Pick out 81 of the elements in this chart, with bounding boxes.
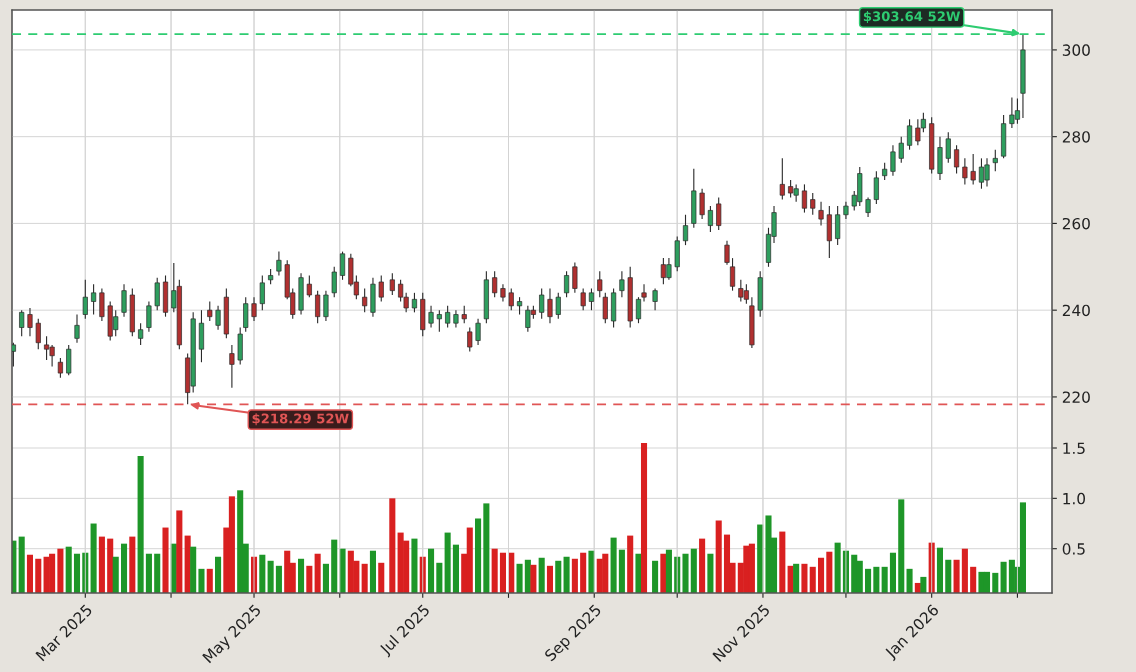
- ref-line-label: $303.64 52W: [863, 11, 961, 24]
- candlestick: [323, 290, 329, 322]
- candlestick: [35, 318, 41, 350]
- candlestick: [508, 287, 514, 311]
- candlestick: [682, 214, 689, 246]
- candlestick: [699, 188, 705, 220]
- candlestick: [259, 274, 265, 311]
- candlestick: [619, 270, 625, 298]
- candlestick: [276, 251, 282, 277]
- candlestick: [779, 157, 785, 201]
- candlestick: [835, 205, 841, 246]
- candlestick: [602, 292, 608, 324]
- candlestick: [641, 283, 647, 303]
- ref-line-label: $218.29 52W: [252, 413, 349, 426]
- candlestick: [588, 287, 595, 311]
- candlestick: [580, 287, 586, 311]
- candlestick: [331, 266, 337, 298]
- candlestick: [898, 136, 904, 164]
- y-tick-label: 220: [1062, 391, 1090, 403]
- candlestick: [445, 305, 451, 329]
- candlestick: [492, 270, 498, 298]
- candlestick: [467, 326, 473, 352]
- candlestick: [306, 274, 312, 298]
- candlestick: [707, 205, 713, 233]
- candlestick: [339, 251, 346, 281]
- candlestick: [57, 357, 63, 379]
- candlestick: [716, 196, 722, 231]
- candlestick: [724, 240, 730, 266]
- candlestick: [154, 277, 160, 311]
- y-tick-label: 1.5: [1063, 442, 1085, 455]
- candlestick: [635, 296, 642, 324]
- candlestick: [547, 287, 553, 324]
- y-tick-label: 300: [1062, 44, 1090, 56]
- candlestick: [597, 270, 603, 298]
- candlestick: [818, 201, 824, 227]
- candlestick: [389, 272, 395, 296]
- candlestick: [945, 131, 951, 164]
- candlestick: [82, 279, 88, 320]
- candlestick: [873, 170, 879, 205]
- candlestick: [66, 344, 72, 376]
- y-tick-label: 280: [1062, 131, 1090, 143]
- candlestick: [378, 274, 384, 303]
- candlestick: [229, 344, 235, 389]
- candlestick: [475, 318, 481, 346]
- candlestick: [555, 292, 561, 320]
- candlestick: [146, 300, 152, 333]
- candlestick: [539, 287, 545, 320]
- candlestick: [428, 305, 434, 329]
- candlestick: [411, 292, 418, 313]
- candlestick: [954, 144, 960, 175]
- candlestick: [801, 183, 808, 214]
- candlestick: [890, 144, 896, 177]
- y-tick-label: 0.5: [1062, 543, 1085, 555]
- y-tick-label: 240: [1062, 304, 1090, 317]
- candlestick: [564, 270, 570, 298]
- candlestick: [19, 309, 25, 337]
- candlestick: [865, 196, 871, 218]
- candlestick: [27, 307, 33, 337]
- candlestick: [138, 322, 144, 346]
- candlestick: [121, 283, 127, 318]
- candlestick: [652, 287, 658, 311]
- candlestick: [74, 313, 80, 344]
- y-tick-label: 1.0: [1063, 492, 1085, 505]
- candlestick: [315, 290, 321, 324]
- candlestick: [215, 305, 221, 331]
- candlestick: [906, 118, 913, 151]
- candlestick: [12, 342, 16, 368]
- y-tick-label: 260: [1062, 217, 1090, 230]
- candlestick: [243, 296, 249, 333]
- candlestick: [207, 300, 213, 322]
- candlestick: [572, 261, 578, 294]
- candlestick: [729, 257, 736, 292]
- candlestick: [970, 153, 976, 185]
- candlestick: [810, 192, 816, 216]
- candlestick: [99, 287, 105, 322]
- candlestick: [91, 283, 97, 316]
- candlestick: [251, 296, 257, 322]
- candlestick: [362, 287, 368, 313]
- candlestick: [962, 157, 968, 185]
- candlestick: [436, 309, 442, 333]
- candlestick: [992, 149, 998, 172]
